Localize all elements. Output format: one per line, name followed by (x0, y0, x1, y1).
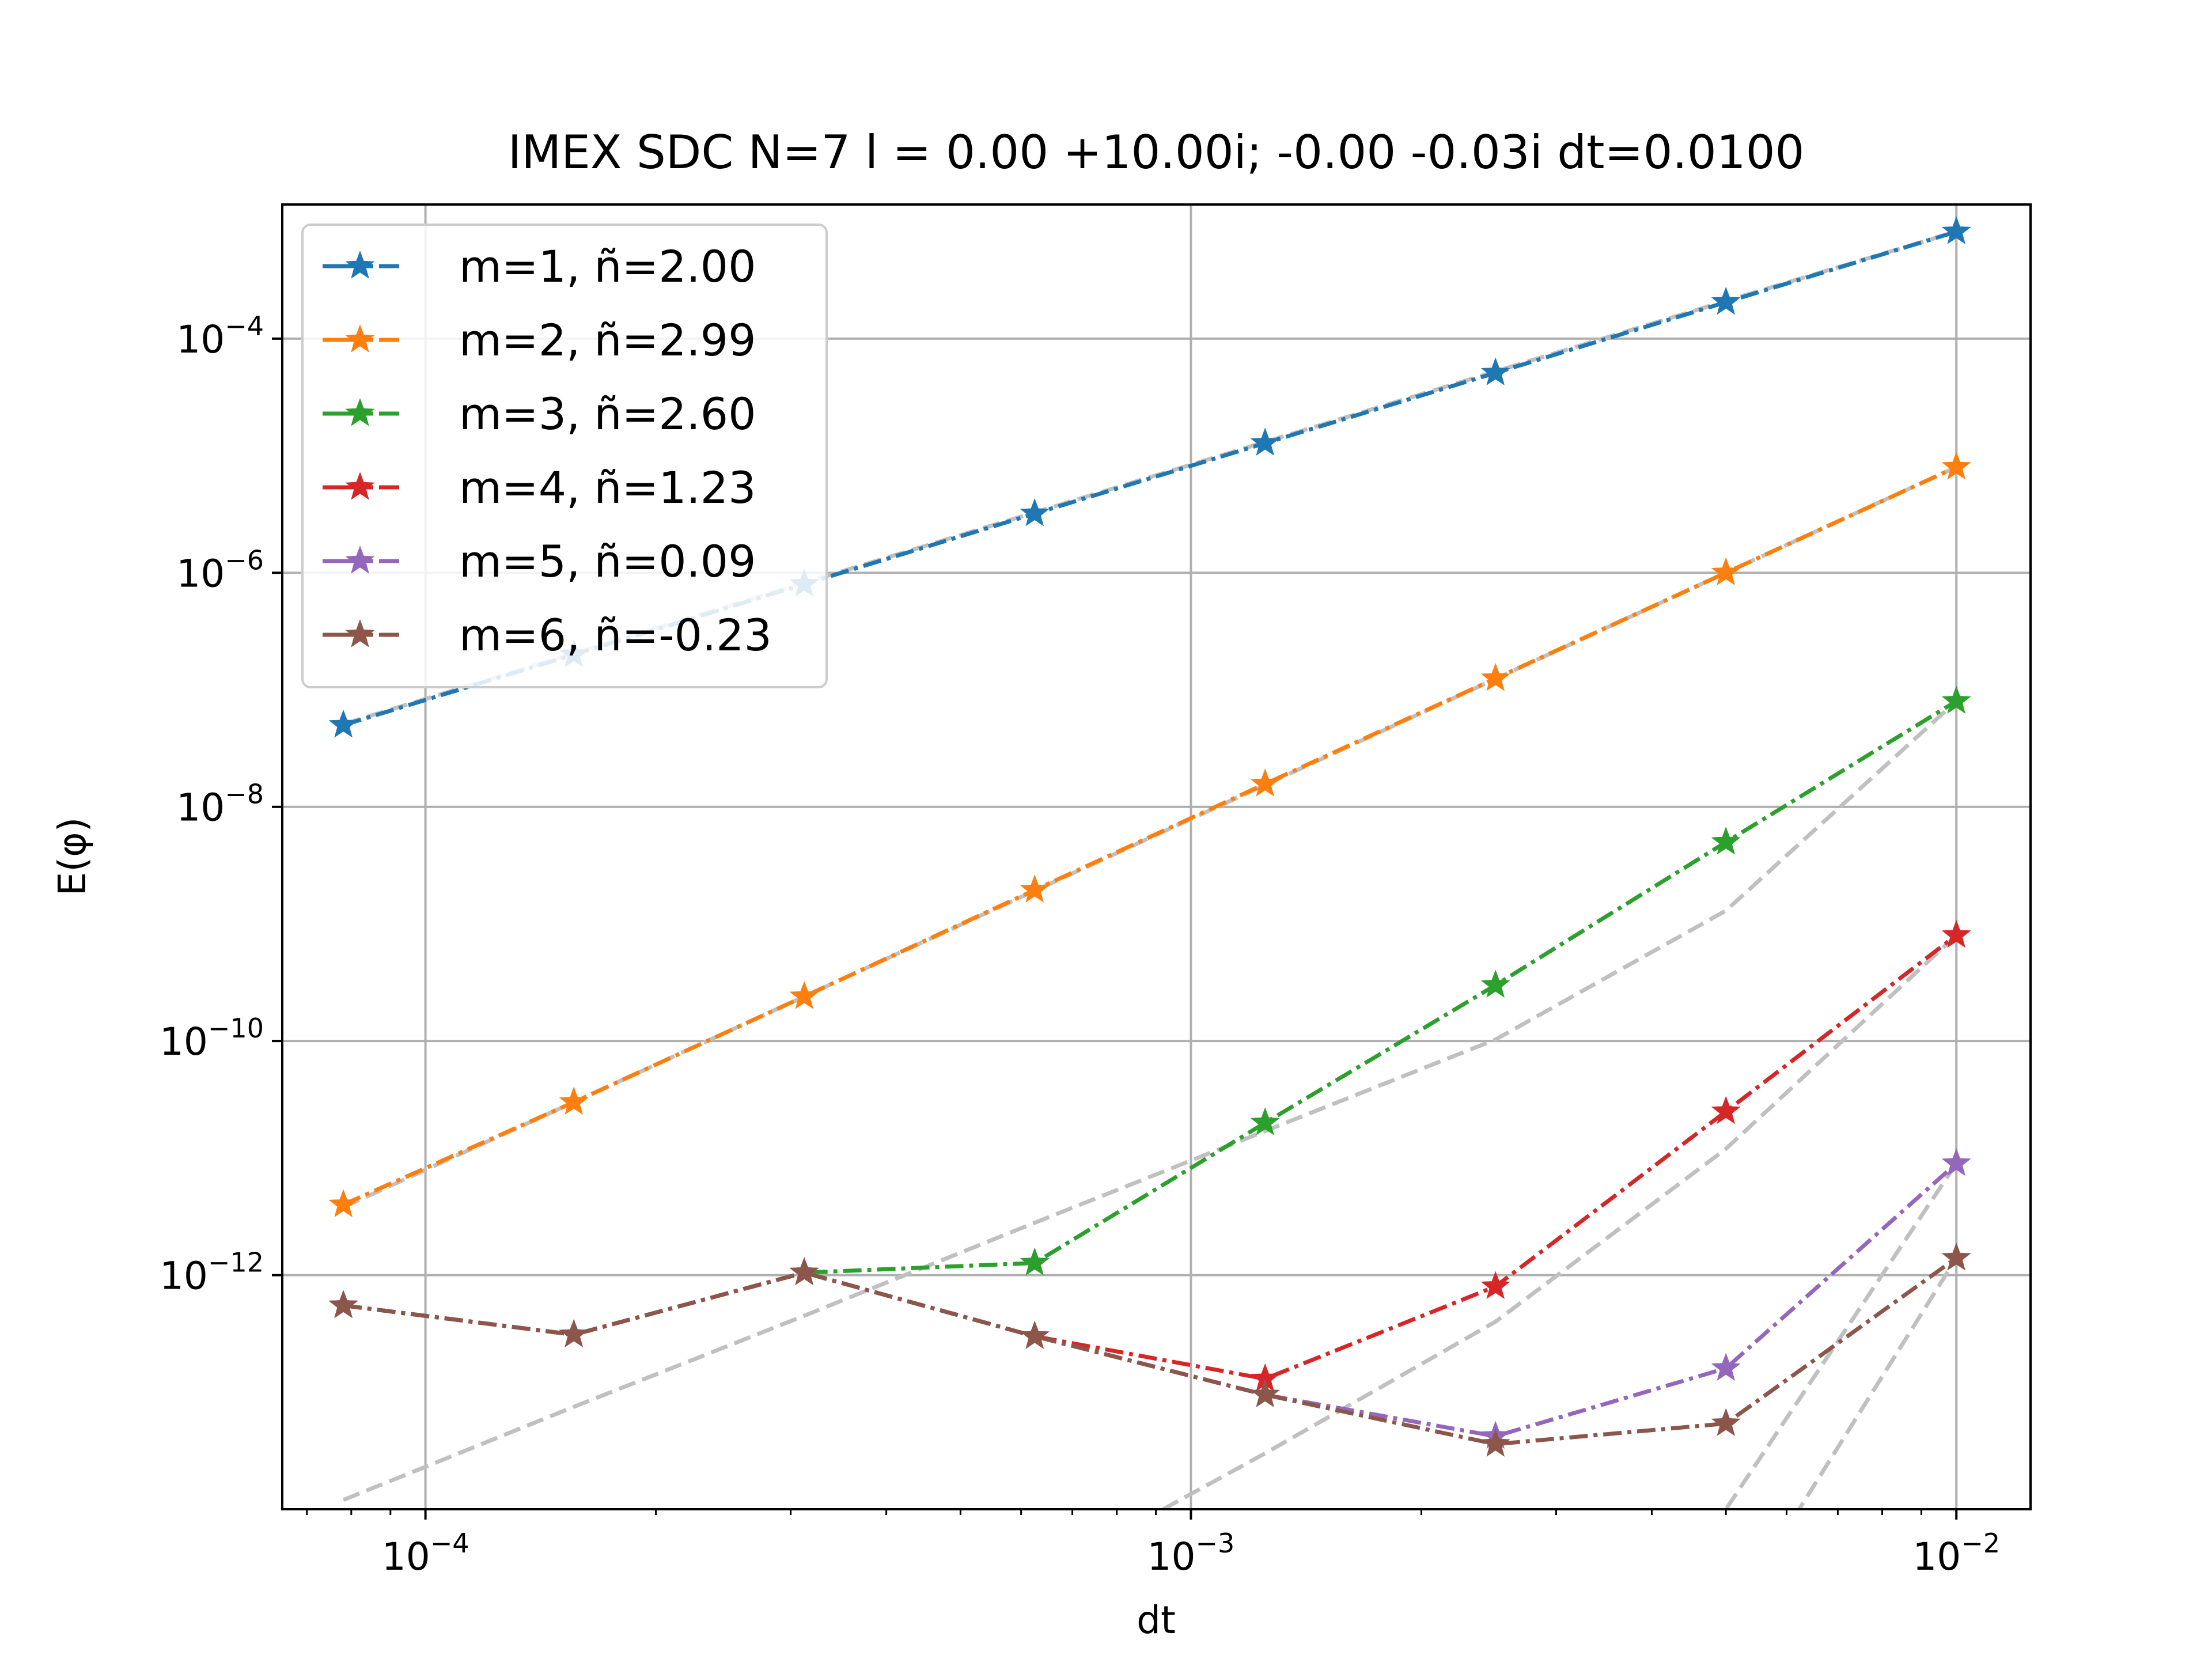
data-point (1480, 357, 1510, 386)
data-point (1250, 427, 1280, 456)
legend: m=1, ñ=2.00 m=2, ñ=2.99 m=3, ñ=2.60 m=4, ñ=… (301, 224, 828, 688)
y-tick-label: 10−8 (176, 779, 264, 830)
legend-label: m=6, ñ=-0.23 (459, 609, 772, 661)
legend-marker (345, 619, 375, 647)
y-tick-base: 10 (160, 1020, 208, 1064)
data-point (328, 1290, 358, 1319)
legend-entry: m=3, ñ=2.60 (323, 388, 756, 440)
x-axis: 10−4 10−3 10−2 (306, 1509, 2000, 1579)
series-2 (328, 451, 1971, 1218)
y-tick-base: 10 (176, 317, 225, 362)
data-point (1250, 768, 1280, 797)
y-tick-label: 10−10 (160, 1013, 264, 1064)
x-tick-base: 10 (1912, 1535, 1961, 1579)
data-point (1250, 1107, 1280, 1135)
y-tick-base: 10 (176, 786, 225, 830)
x-tick-label: 10−3 (1147, 1528, 1235, 1579)
reference-line (1158, 934, 1958, 1509)
x-tick-exp: −3 (1195, 1528, 1234, 1559)
data-point (1480, 1271, 1510, 1300)
x-tick-exp: −2 (1961, 1528, 2000, 1559)
data-point (328, 709, 358, 738)
x-tick-label: 10−4 (382, 1528, 469, 1579)
data-point (1941, 685, 1971, 714)
data-point (1020, 1320, 1050, 1349)
y-tick-base: 10 (176, 551, 225, 596)
data-point (1941, 1243, 1971, 1271)
data-point (1711, 1353, 1741, 1381)
data-point (1020, 1247, 1050, 1276)
series-6 (328, 1243, 1971, 1457)
data-point (1941, 919, 1971, 948)
data-point (1480, 1429, 1510, 1457)
x-tick-base: 10 (1147, 1535, 1196, 1579)
legend-box (301, 224, 828, 688)
y-tick-label: 10−4 (176, 310, 264, 362)
data-point (1711, 1408, 1741, 1436)
data-point (789, 981, 819, 1009)
data-point (1250, 1379, 1280, 1408)
legend-marker (345, 398, 375, 426)
y-tick-exp: −4 (225, 310, 264, 342)
data-point (559, 1319, 589, 1347)
x-tick-base: 10 (382, 1535, 430, 1579)
legend-entry: m=2, ñ=2.99 (323, 315, 756, 366)
chart-title: IMEX SDC N=7 l = 0.00 +10.00i; -0.00 -0.… (508, 126, 1805, 179)
data-point (1941, 216, 1971, 244)
data-point (1480, 969, 1510, 998)
legend-entry: m=4, ñ=1.23 (323, 462, 756, 513)
legend-label: m=5, ñ=0.09 (459, 536, 756, 587)
reference-line (342, 699, 1958, 1502)
legend-marker (345, 472, 375, 500)
y-tick-exp: −6 (225, 544, 264, 575)
legend-entry: m=1, ñ=2.00 (323, 241, 756, 292)
y-tick-exp: −12 (208, 1247, 264, 1278)
data-point (1480, 662, 1510, 691)
legend-entry: m=5, ñ=0.09 (323, 536, 756, 587)
data-point (1711, 1096, 1741, 1124)
data-point (1020, 874, 1050, 903)
data-point (559, 1086, 589, 1115)
y-axis-label: E(φ) (50, 817, 94, 896)
x-tick-exp: −4 (430, 1528, 469, 1559)
y-tick-base: 10 (160, 1254, 208, 1298)
data-point (1711, 557, 1741, 586)
legend-marker (345, 546, 375, 574)
data-point (1711, 827, 1741, 855)
legend-marker (345, 251, 375, 279)
y-tick-exp: −8 (225, 779, 264, 810)
x-tick-label: 10−2 (1912, 1528, 2000, 1579)
y-tick-label: 10−12 (160, 1247, 264, 1298)
series-line (343, 1256, 1958, 1446)
y-tick-exp: −10 (208, 1013, 264, 1044)
data-point (1711, 286, 1741, 315)
data-point (1020, 498, 1050, 527)
legend-entry: m=6, ñ=-0.23 (323, 609, 772, 661)
data-point (1941, 451, 1971, 480)
x-axis-label: dt (1137, 1598, 1176, 1642)
series-line (342, 465, 1957, 1207)
y-tick-label: 10−6 (176, 544, 264, 596)
data-point (1941, 1147, 1971, 1176)
legend-label: m=1, ñ=2.00 (459, 241, 756, 292)
legend-label: m=2, ñ=2.99 (459, 315, 756, 366)
legend-label: m=3, ñ=2.60 (459, 388, 756, 440)
legend-marker (345, 324, 375, 353)
series-lines (328, 216, 1971, 1457)
data-point (789, 1257, 819, 1286)
legend-label: m=4, ñ=1.23 (459, 462, 756, 513)
data-point (328, 1189, 358, 1218)
